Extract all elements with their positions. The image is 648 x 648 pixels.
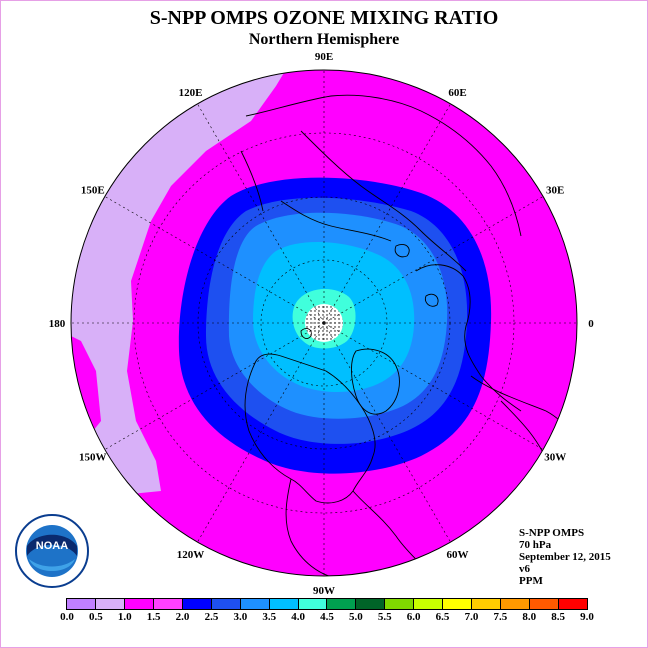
ozone-field [71, 70, 577, 576]
meridian-line [323, 322, 544, 450]
colorbar-segment [269, 599, 299, 609]
colorbar-tick-label: 8.5 [551, 611, 565, 623]
colorbar-tick-label: 2.5 [204, 611, 219, 623]
longitude-label: 90W [313, 585, 335, 597]
info-instrument: S-NPP OMPS [519, 527, 585, 539]
colorbar-segment [95, 599, 125, 609]
info-level: 70 hPa [519, 539, 552, 551]
colorbar-segment [182, 599, 212, 609]
longitude-label: 150W [79, 452, 107, 464]
colorbar-segment [385, 599, 415, 609]
colorbar-segment [356, 599, 386, 609]
colorbar-tick-label: 9.0 [580, 611, 594, 623]
colorbar-tick-label: 8.0 [522, 611, 537, 623]
noaa-logo: NOAA [15, 514, 89, 588]
longitude-label: 120W [177, 549, 205, 561]
longitude-label: 120E [179, 87, 203, 99]
longitude-labels: 90E 60E 30E 0 30W 60W 90W 120W 150W 180 150E 120E [49, 51, 595, 597]
colorbar-tick-label: 3.0 [233, 611, 248, 623]
colorbar-tick-label: 7.0 [464, 611, 479, 623]
figure-title: S-NPP OMPS OZONE MIXING RATIO [149, 7, 499, 29]
meridian-line [104, 322, 325, 450]
colorbar-tick-label: 6.0 [406, 611, 421, 623]
longitude-label: 30E [546, 185, 564, 197]
info-version: v6 [519, 563, 530, 575]
longitude-label: 90E [315, 51, 333, 63]
meridian-line [323, 103, 451, 324]
colorbar-tick-label: 0.0 [60, 611, 74, 623]
colorbar-segment [327, 599, 357, 609]
colorbar-segment [530, 599, 559, 609]
info-units: PPM [519, 575, 543, 587]
colorbar-segment [501, 599, 530, 609]
meridian-line [323, 196, 544, 324]
colorbar-segment [67, 599, 96, 609]
info-date: September 12, 2015 [519, 551, 611, 563]
colorbar-segment [472, 599, 502, 609]
colorbar-segment [153, 599, 183, 609]
map-boundary [70, 69, 578, 577]
longitude-label: 150E [81, 185, 105, 197]
colorbar-segment [558, 599, 587, 609]
colorbar-segment [414, 599, 444, 609]
colorbar-tick-label: 2.0 [175, 611, 190, 623]
colorbar-segment [298, 599, 328, 609]
colorbar-tick-label: 4.5 [320, 611, 334, 623]
longitude-label: 60W [447, 549, 469, 561]
colorbar-segment [211, 599, 241, 609]
colorbar [66, 598, 588, 610]
longitude-label: 0 [588, 318, 594, 330]
colorbar-tick-label: 4.0 [291, 611, 305, 623]
colorbar-tick-label: 1.5 [146, 611, 161, 623]
colorbar-tick-label: 5.5 [377, 611, 392, 623]
low-ozone-patch [71, 331, 101, 431]
longitude-label: 60E [448, 87, 466, 99]
meridian-line [323, 322, 451, 543]
longitude-label: 30W [544, 452, 566, 464]
longitude-label: 180 [49, 318, 66, 330]
colorbar-tick-label: 5.0 [349, 611, 363, 623]
meridian-line [104, 196, 325, 324]
colorbar-segment [443, 599, 473, 609]
colorbar-segment [240, 599, 270, 609]
colorbar-tick-label: 1.0 [117, 611, 132, 623]
colorbar-tick-label: 3.5 [262, 611, 277, 623]
colorbar-tick-label: 0.5 [89, 611, 103, 623]
colorbar-tick-label: 7.5 [493, 611, 508, 623]
colorbar-segment [124, 599, 154, 609]
figure-subtitle: Northern Hemisphere [248, 31, 400, 48]
noaa-logo-text: NOAA [36, 540, 68, 552]
meridian-line [197, 322, 325, 543]
meridian-line [197, 103, 325, 324]
colorbar-tick-label: 6.5 [435, 611, 450, 623]
longitude-lines [71, 70, 577, 576]
